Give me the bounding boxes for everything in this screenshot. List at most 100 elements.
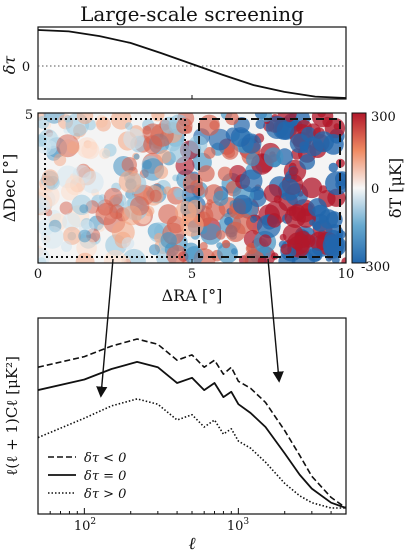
map-blob [205,201,226,222]
map-blob [182,173,203,194]
map-blob [184,246,204,263]
map-blob [278,178,301,201]
map-blob [121,157,137,173]
map-blob [151,113,165,122]
map-blob [62,212,81,231]
map-blob [188,135,208,154]
map-blob [318,209,339,229]
map-blob [213,190,229,206]
dashed-region [198,118,341,258]
tau-ytick-0: 0 [22,60,30,75]
spectrum-series-1 [38,361,346,509]
map-blob [38,200,44,211]
map-blob [265,116,289,139]
map-blob [259,234,272,247]
map-blob [200,223,222,245]
tau-ylabel: δτ [0,55,19,75]
map-blob [38,257,47,263]
map-blob [61,241,72,252]
spectrum-frame [37,317,347,515]
figure-title: Large-scale screening [80,2,304,26]
dotted-region [44,118,186,258]
map-blob [289,133,310,154]
map-blob [121,237,135,250]
map-blob [79,204,89,214]
map-blob [273,195,282,204]
map-blob [239,169,263,193]
map-blob [67,141,80,154]
map-xtick-5: 5 [188,267,196,282]
map-blob [331,255,340,263]
map-blob [96,116,111,132]
map-blob [311,113,334,128]
map-blob [180,213,204,237]
map-blob [38,113,46,121]
map-blob [125,122,133,130]
map-blob [199,242,208,251]
map-blob [75,252,95,263]
legend-label-0: δτ < 0 [84,451,126,466]
tau-curve [37,29,347,99]
map-blob [143,135,163,155]
map-blob [38,129,58,149]
spectrum-xlabel: ℓ [188,534,195,553]
map-blob [325,171,346,196]
map-blob [97,224,105,232]
map-blob [95,202,119,226]
map-blob [38,245,44,257]
map-blob [160,232,177,249]
legend-label-1: δτ = 0 [84,469,126,484]
map-xtick-10: 10 [338,267,355,282]
map-blob [313,131,334,153]
map-blob [78,229,92,243]
map-blob [209,120,220,131]
map-blob [38,189,56,210]
map-blob [163,186,172,195]
map-blob [149,244,160,256]
spectrum-ticks [37,508,347,514]
map-blob [246,152,260,167]
map-blob [255,119,266,130]
map-blob [241,133,262,154]
map-blob [250,215,257,223]
map-blob [260,113,273,123]
map-blob [267,213,282,228]
map-blob [45,175,60,190]
map-blob [38,184,60,207]
map-blob [62,226,82,245]
map-blob [282,224,304,245]
map-blob [224,147,236,159]
spectrum-xtick-1000: 103 [227,517,250,534]
map-blob [225,221,246,242]
map-blob [216,230,226,240]
map-blob [198,165,215,182]
colorbar-tick-300: 300 [371,110,396,125]
map-blob [59,201,73,215]
map-blob [41,226,64,249]
map-blob [328,162,338,173]
legend-label-2: δτ > 0 [84,487,126,502]
map-xtick-0: 0 [34,267,42,282]
map-blob [121,205,142,226]
colorbar-tick-0: 0 [371,182,379,197]
map-blob [299,154,316,170]
map-blob [280,243,292,255]
map-xlabel: ΔRA [°] [162,286,223,305]
map-blob [322,234,345,256]
map-blob [187,199,203,215]
spectrum-lines [38,338,346,509]
tau-panel-frame [37,26,347,100]
spectrum-ylabel: ℓ(ℓ + 1)Cℓ [μK²] [3,356,21,476]
map-blob [222,240,231,249]
map-blob [294,243,303,251]
map-blob [333,123,340,130]
map-blob [76,113,94,125]
map-blob [160,116,178,134]
map-blob [76,237,97,259]
map-blob [48,219,62,233]
map-blob [99,148,111,160]
map-blob [63,115,72,123]
map-blob [149,189,162,202]
map-blob [81,171,104,194]
